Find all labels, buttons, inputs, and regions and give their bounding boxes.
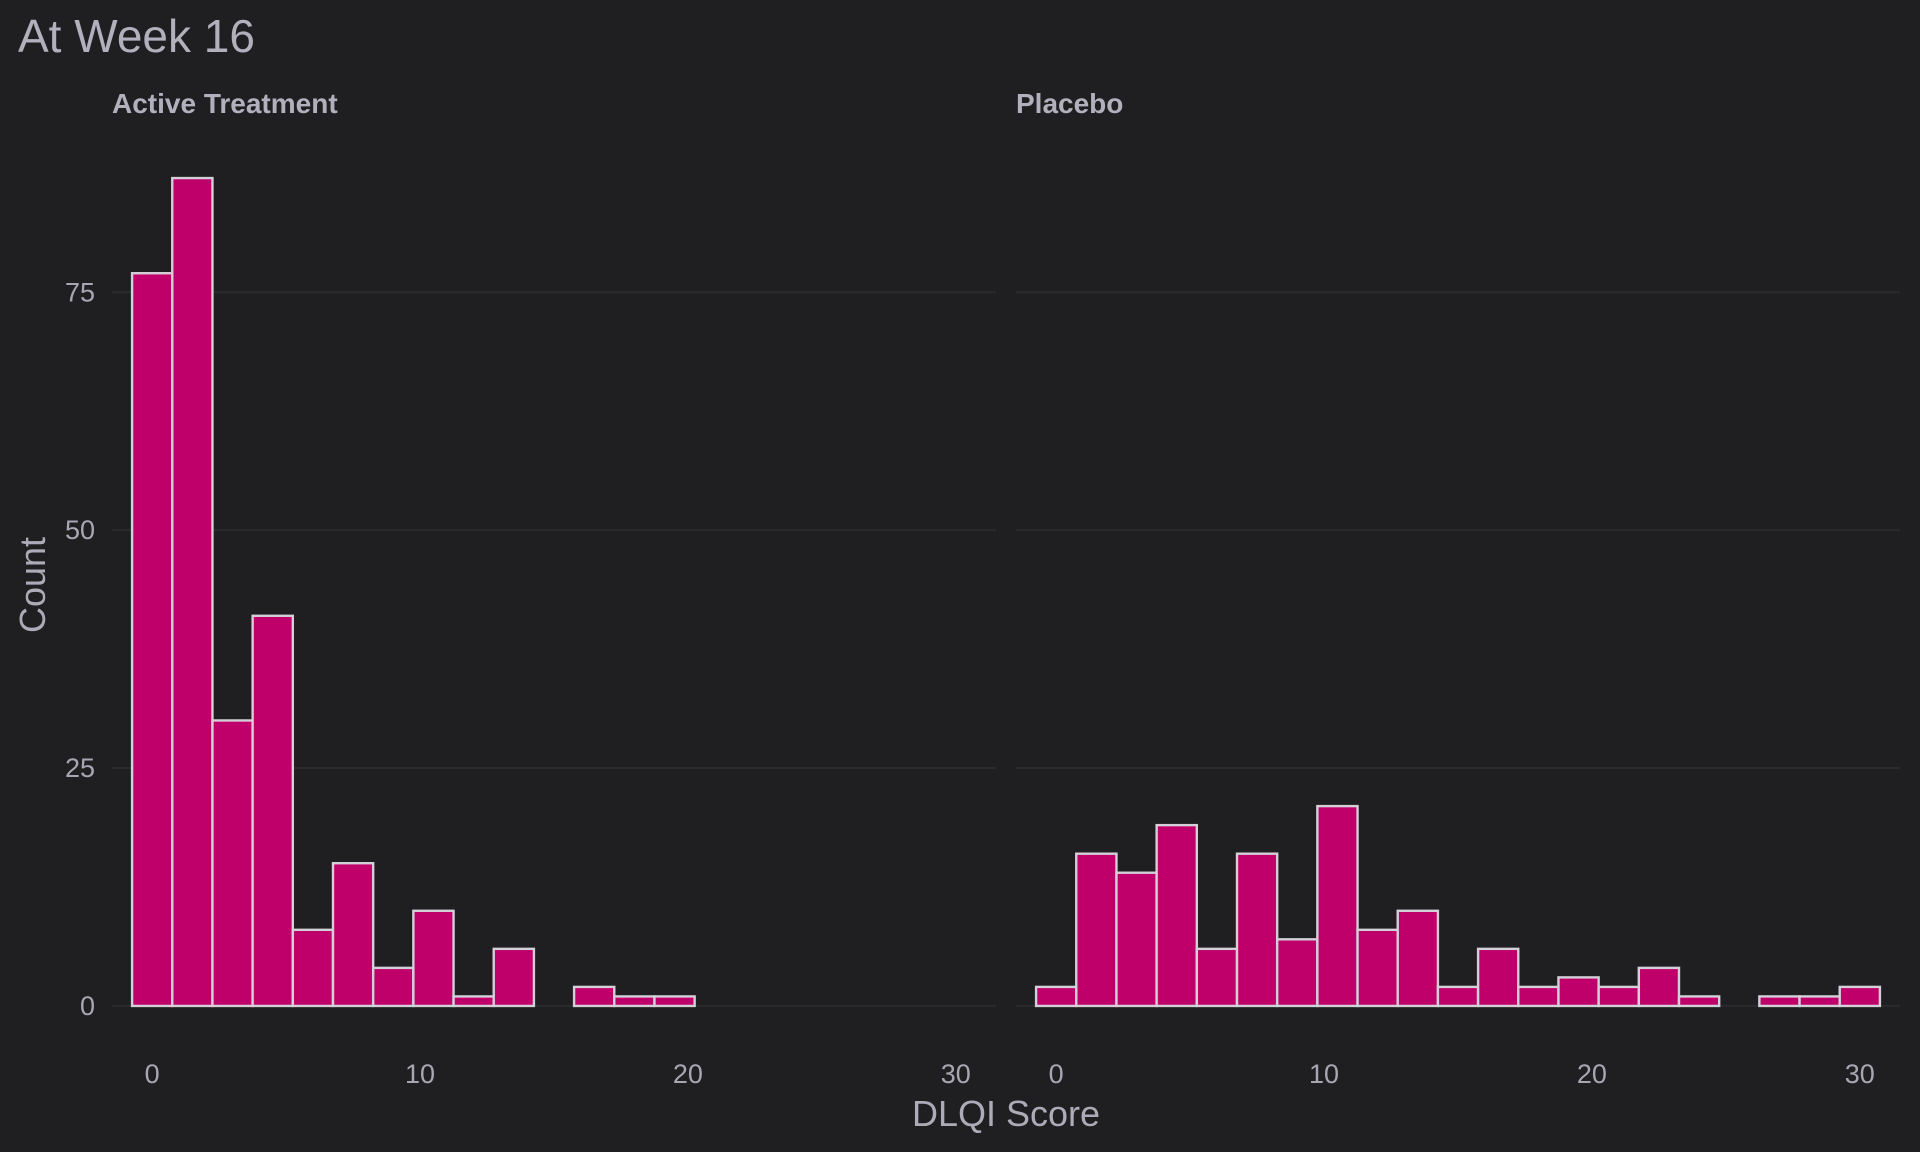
x-tick-label: 10: [405, 1059, 435, 1089]
chart-title: At Week 16: [18, 10, 255, 62]
histogram-bar: [412, 909, 455, 1008]
histogram-bar: [1396, 909, 1440, 1008]
histogram-bar: [492, 947, 536, 1008]
histogram-bar: [1115, 871, 1158, 1008]
y-axis-title: Count: [12, 537, 53, 633]
y-tick-label: 75: [65, 277, 95, 307]
histogram-bar: [1316, 804, 1359, 1008]
facet-title: Active Treatment: [112, 88, 338, 119]
facet-title: Placebo: [1016, 88, 1123, 119]
histogram-bar: [1275, 938, 1319, 1008]
histogram-bar: [1798, 995, 1841, 1008]
histogram-bar: [613, 995, 656, 1008]
histogram-bar: [211, 719, 254, 1008]
histogram-bar: [130, 272, 174, 1008]
histogram-bar: [1637, 966, 1681, 1008]
x-tick-label: 20: [1577, 1059, 1607, 1089]
histogram-bar: [1838, 985, 1882, 1008]
histogram-bar: [1758, 995, 1801, 1008]
x-tick-label: 20: [673, 1059, 703, 1089]
y-axis-ticks: 0 25 50 75: [65, 277, 95, 1021]
histogram-bar: [1436, 985, 1480, 1008]
histogram-bar: [1155, 823, 1199, 1008]
histogram-bar: [1356, 928, 1399, 1008]
histogram-bar: [1677, 995, 1721, 1008]
x-axis-title: DLQI Score: [912, 1093, 1100, 1134]
histogram-bar: [1557, 976, 1600, 1008]
histogram-bar: [1075, 852, 1118, 1008]
x-tick-label: 30: [1845, 1059, 1875, 1089]
histogram-bar: [1476, 947, 1520, 1008]
histogram-bar: [1517, 985, 1560, 1008]
histogram-bar: [1235, 852, 1279, 1008]
histogram-bar: [653, 995, 696, 1008]
x-tick-label: 0: [145, 1059, 160, 1089]
histogram-bar: [1597, 985, 1641, 1008]
histogram-bar: [171, 176, 214, 1008]
histogram-bar: [251, 614, 295, 1008]
y-tick-label: 0: [80, 991, 95, 1021]
y-tick-label: 25: [65, 753, 95, 783]
y-tick-label: 50: [65, 515, 95, 545]
x-tick-label: 0: [1049, 1059, 1064, 1089]
histogram-bar: [1034, 985, 1078, 1008]
x-tick-label: 10: [1309, 1059, 1339, 1089]
histogram-bar: [1195, 947, 1239, 1008]
histogram-bar: [572, 985, 616, 1008]
histogram-bar: [452, 995, 495, 1008]
panel-placebo: Placebo 0 10 20 30: [1016, 88, 1900, 1089]
facet-panels: Active Treatment 0 10 20 30 Placebo 0 10 20 30: [112, 88, 1900, 1089]
x-tick-label: 30: [941, 1059, 971, 1089]
panel-active-treatment: Active Treatment 0 10 20 30: [112, 88, 996, 1089]
histogram-bar: [371, 966, 415, 1008]
histogram-bar: [291, 928, 335, 1008]
histogram-bar: [331, 862, 375, 1008]
